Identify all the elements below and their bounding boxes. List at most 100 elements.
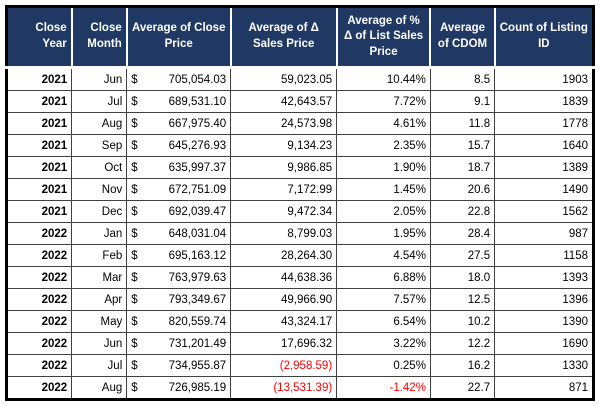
cell-count-listing-id: 871: [494, 376, 594, 400]
cell-avg-cdom: 22.7: [429, 376, 496, 400]
cell-avg-close-price: $734,955.87: [126, 354, 232, 377]
currency-symbol: $: [131, 315, 138, 328]
cell-year: 2022: [5, 376, 73, 400]
cell-count-listing-id: 1393: [494, 266, 594, 289]
cell-value: 820,559.74: [168, 315, 227, 328]
cell-avg-cdom: 18.0: [429, 266, 496, 289]
cell-avg-delta-sales-price: 17,696.32: [230, 332, 338, 355]
cell-avg-pct-delta-list-sales-price: 2.35%: [336, 134, 431, 157]
table-header-row: Close Year Close Month Average of Close …: [5, 6, 595, 69]
cell-year: 2022: [5, 288, 73, 311]
cell-count-listing-id: 1390: [494, 310, 594, 333]
cell-year: 2022: [5, 332, 73, 355]
cell-year: 2021: [5, 200, 73, 223]
cell-month: Jul: [71, 354, 128, 377]
cell-avg-close-price: $793,349.67: [126, 288, 232, 311]
cell-avg-delta-sales-price: 44,638.36: [230, 266, 338, 289]
cell-avg-close-price: $692,039.47: [126, 200, 232, 223]
cell-avg-delta-sales-price: 43,324.17: [230, 310, 338, 333]
currency-symbol: $: [131, 271, 138, 284]
cell-value: 645,276.93: [168, 139, 227, 152]
cell-avg-pct-delta-list-sales-price: 7.72%: [336, 90, 431, 113]
col-header-avg-pct-delta-list-sales: Average of % Δ of List Sales Price: [335, 6, 432, 69]
cell-month: Sep: [71, 134, 128, 157]
cell-avg-close-price: $672,751.09: [126, 178, 232, 201]
cell-avg-pct-delta-list-sales-price: 0.25%: [336, 354, 431, 377]
currency-symbol: $: [131, 73, 138, 86]
cell-year: 2022: [5, 310, 73, 333]
cell-year: 2021: [5, 112, 73, 135]
cell-avg-cdom: 16.2: [429, 354, 496, 377]
cell-avg-pct-delta-list-sales-price: 2.05%: [336, 200, 431, 223]
cell-avg-close-price: $645,276.93: [126, 134, 232, 157]
cell-avg-close-price: $726,985.19: [126, 376, 232, 400]
cell-avg-cdom: 10.2: [429, 310, 496, 333]
cell-avg-delta-sales-price: 7,172.99: [230, 178, 338, 201]
table-row: 2021 Jun $705,054.03 59,023.05 10.44% 8.5 1903: [5, 67, 594, 91]
cell-avg-cdom: 27.5: [429, 244, 496, 267]
cell-count-listing-id: 1389: [494, 156, 594, 179]
cell-value: 731,201.49: [168, 337, 227, 350]
table-row: 2022 Jul $734,955.87 (2,958.59) 0.25% 16.2 133…: [5, 354, 594, 377]
cell-year: 2022: [5, 222, 73, 245]
cell-avg-close-price: $705,054.03: [126, 67, 232, 91]
cell-month: Oct: [71, 156, 128, 179]
cell-avg-close-price: $667,975.40: [126, 112, 232, 135]
cell-avg-pct-delta-list-sales-price: 3.22%: [336, 332, 431, 355]
cell-year: 2021: [5, 134, 73, 157]
cell-avg-close-price: $763,979.63: [126, 266, 232, 289]
cell-year: 2021: [5, 67, 73, 91]
col-header-avg-close-price: Average of Close Price: [125, 6, 232, 69]
cell-count-listing-id: 1640: [494, 134, 594, 157]
cell-avg-cdom: 18.7: [429, 156, 496, 179]
cell-avg-pct-delta-list-sales-price: 1.90%: [336, 156, 431, 179]
table-row: 2022 Apr $793,349.67 49,966.90 7.57% 12.5 1396: [5, 288, 594, 311]
cell-value: 672,751.09: [168, 183, 227, 196]
cell-avg-delta-sales-price: (2,958.59): [230, 354, 338, 377]
cell-avg-delta-sales-price: 28,264.30: [230, 244, 338, 267]
cell-avg-cdom: 9.1: [429, 90, 496, 113]
cell-avg-cdom: 15.7: [429, 134, 496, 157]
cell-count-listing-id: 1778: [494, 112, 594, 135]
cell-year: 2022: [5, 354, 73, 377]
currency-symbol: $: [131, 139, 138, 152]
cell-avg-delta-sales-price: 49,966.90: [230, 288, 338, 311]
cell-count-listing-id: 1690: [494, 332, 594, 355]
currency-symbol: $: [131, 227, 138, 240]
cell-month: Aug: [71, 376, 128, 400]
col-header-avg-delta-sales-price: Average of Δ Sales Price: [229, 6, 338, 69]
cell-count-listing-id: 1330: [494, 354, 594, 377]
cell-value: 635,997.37: [168, 161, 227, 174]
cell-avg-delta-sales-price: 8,799.03: [230, 222, 338, 245]
cell-value: 763,979.63: [168, 271, 227, 284]
cell-avg-pct-delta-list-sales-price: 4.61%: [336, 112, 431, 135]
table-row: 2022 Jan $648,031.04 8,799.03 1.95% 28.4 987: [5, 222, 594, 245]
table-row: 2021 Jul $689,531.10 42,643.57 7.72% 9.1 1839: [5, 90, 594, 113]
col-header-close-month: Close Month: [70, 6, 128, 69]
cell-month: Jul: [71, 90, 128, 113]
cell-value: 726,985.19: [168, 381, 227, 394]
table-row: 2021 Dec $692,039.47 9,472.34 2.05% 22.8 1562: [5, 200, 594, 223]
cell-avg-delta-sales-price: 42,643.57: [230, 90, 338, 113]
table-row: 2022 Jun $731,201.49 17,696.32 3.22% 12.2 1690: [5, 332, 594, 355]
cell-avg-delta-sales-price: 9,472.34: [230, 200, 338, 223]
cell-value: 692,039.47: [168, 205, 227, 218]
cell-avg-cdom: 8.5: [429, 67, 496, 91]
cell-avg-close-price: $689,531.10: [126, 90, 232, 113]
cell-avg-delta-sales-price: (13,531.39): [230, 376, 338, 400]
cell-avg-delta-sales-price: 9,134.23: [230, 134, 338, 157]
cell-avg-pct-delta-list-sales-price: 1.95%: [336, 222, 431, 245]
cell-avg-delta-sales-price: 24,573.98: [230, 112, 338, 135]
currency-symbol: $: [131, 293, 138, 306]
currency-symbol: $: [131, 249, 138, 262]
cell-value: 705,054.03: [168, 73, 227, 86]
cell-month: Jan: [71, 222, 128, 245]
cell-month: Jun: [71, 332, 128, 355]
cell-avg-pct-delta-list-sales-price: 4.54%: [336, 244, 431, 267]
currency-symbol: $: [131, 95, 138, 108]
cell-avg-close-price: $695,163.12: [126, 244, 232, 267]
cell-year: 2022: [5, 266, 73, 289]
cell-count-listing-id: 1562: [494, 200, 594, 223]
cell-month: Nov: [71, 178, 128, 201]
